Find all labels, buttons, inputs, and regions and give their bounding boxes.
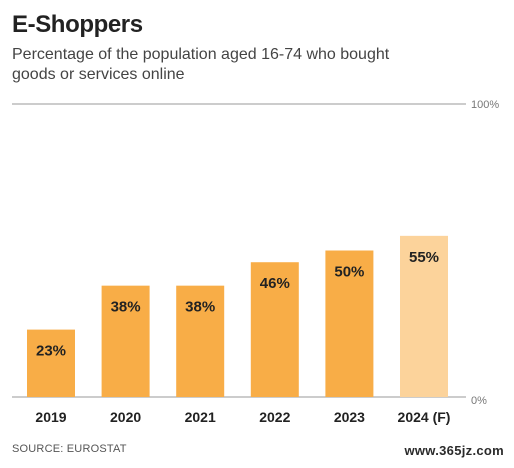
chart-subtitle: Percentage of the population aged 16-74 … xyxy=(12,46,390,83)
bar-value-label: 23% xyxy=(36,343,66,360)
x-tick-label: 2020 xyxy=(110,409,141,425)
bar-value-label: 46% xyxy=(260,275,290,292)
bar-value-label: 50% xyxy=(334,264,364,281)
bar-2024-f xyxy=(400,235,448,397)
bar-2022 xyxy=(250,262,299,397)
bar-2023 xyxy=(325,250,374,397)
bar-2019 xyxy=(27,329,75,397)
bar-value-label: 55% xyxy=(409,249,439,266)
y-tick-label-top: 100% xyxy=(471,99,499,111)
bars-group: 23% 2019 38% 2020 38% 2021 46% 2022 50% 2023 55% 20… xyxy=(27,235,451,425)
x-tick-label: 2023 xyxy=(334,409,365,425)
bar-2020 xyxy=(101,285,150,397)
x-tick-label: 2024 (F) xyxy=(398,409,451,425)
bar-2021 xyxy=(176,285,225,397)
watermark: www.365jz.com xyxy=(404,443,504,458)
bar-value-label: 38% xyxy=(111,299,141,316)
x-tick-label: 2021 xyxy=(185,409,216,425)
x-tick-label: 2019 xyxy=(35,409,66,425)
source-note: SOURCE: EUROSTAT xyxy=(12,443,127,455)
y-tick-label-bottom: 0% xyxy=(471,395,487,407)
chart-title: E-Shoppers xyxy=(12,11,143,38)
bar-value-label: 38% xyxy=(185,299,215,316)
x-tick-label: 2022 xyxy=(259,409,290,425)
